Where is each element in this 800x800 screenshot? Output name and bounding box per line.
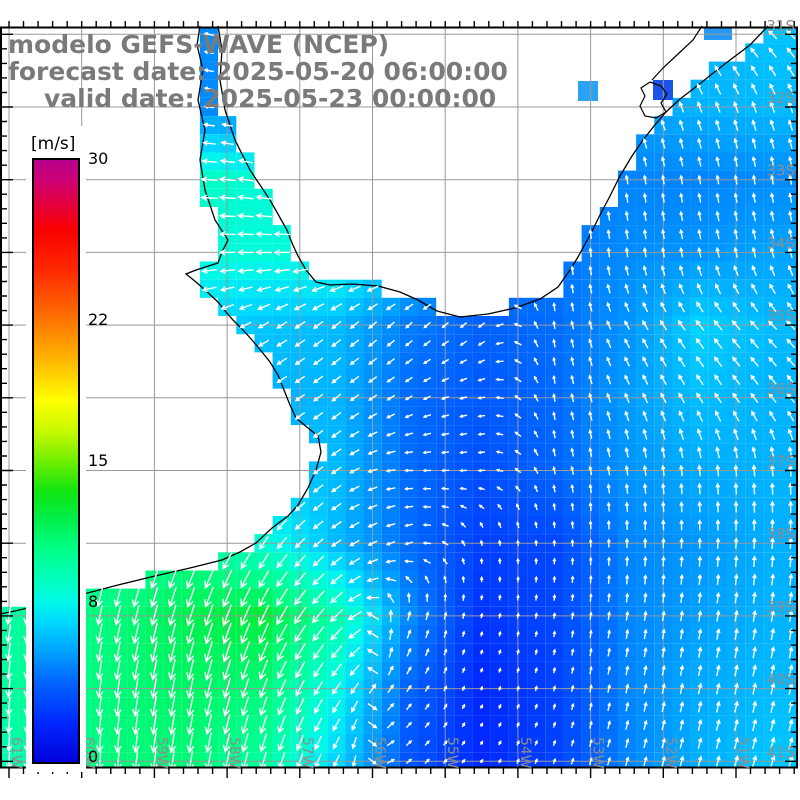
wind-cell [781, 625, 796, 644]
axis-ticks-path [1, 21, 797, 778]
lat-label: 32S [766, 89, 795, 107]
lat-label: 41S [766, 743, 795, 761]
title-block: modelo GEFS-WAVE (NCEP) forecast date: 2… [8, 30, 508, 113]
lon-label: 56W [372, 737, 388, 769]
lat-label: 40S [766, 671, 795, 689]
wind-cell [781, 188, 796, 207]
colorbar-tick-label: 15 [88, 451, 108, 470]
longitude-labels: 61W 60W 59W 58W 57W 56W 55W 54W 53W 52W 51W [8, 737, 751, 769]
lat-label: 39S [766, 598, 795, 616]
colorbar: [m/s] 30 22 15 8 0 [26, 126, 108, 772]
inland-water-cell [578, 81, 598, 101]
wind-cell [781, 588, 796, 607]
colorbar-tick-label: 22 [88, 310, 108, 329]
wind-cell [199, 28, 219, 44]
forecast-date: forecast date: 2025-05-20 06:00:00 [8, 57, 508, 86]
wind-cell [781, 570, 796, 589]
wind-cell [781, 279, 796, 298]
lat-label: 34S [766, 234, 795, 252]
lon-label: 58W [226, 737, 242, 769]
lon-label: 59W [153, 737, 169, 769]
wind-cell [781, 43, 796, 62]
wind-cell [781, 515, 796, 535]
latitude-labels: 31S 32S 33S 34S 35S 36S 37S 38S 39S 40S 41S [766, 17, 795, 761]
wind-cell [763, 28, 782, 44]
colorbar-tick-labels: 30 22 15 8 0 [88, 149, 108, 766]
wind-cell [381, 752, 400, 767]
lon-label: 61W [8, 737, 24, 769]
wind-cell [2, 734, 19, 753]
colorbar-tick-label: 0 [88, 747, 98, 766]
wind-cell [781, 297, 796, 316]
wind-cell [2, 643, 19, 662]
lagoon-outline [639, 81, 668, 119]
lon-label: 57W [299, 737, 315, 769]
model-title: modelo GEFS-WAVE (NCEP) [8, 30, 389, 59]
lat-label: 35S [766, 307, 795, 325]
inner-shoreline [651, 25, 703, 81]
wind-cell [781, 479, 796, 498]
wind-arrows [5, 29, 796, 767]
coastline-west [0, 25, 322, 615]
wind-cell [781, 61, 796, 80]
wind-cell [781, 152, 796, 171]
lon-label: 54W [517, 737, 533, 769]
colorbar-unit-label: [m/s] [31, 134, 75, 154]
lat-label: 36S [766, 380, 795, 398]
wind-cell [781, 552, 796, 571]
lon-label: 53W [590, 737, 606, 769]
inland-water-cell [704, 27, 732, 40]
wind-cell [781, 497, 796, 516]
wind-cell [781, 207, 796, 226]
wind-arrows-path [5, 29, 796, 767]
wind-cell [2, 697, 19, 716]
colorbar-tick-label: 30 [88, 149, 108, 168]
lat-label: 37S [766, 453, 795, 471]
wind-cell [2, 752, 19, 767]
coastline-east [217, 25, 769, 318]
valid-date: valid date: 2025-05-23 00:00:00 [44, 84, 496, 113]
lat-label: 33S [766, 162, 795, 180]
wind-cell [781, 28, 796, 44]
axis-ticks [1, 21, 797, 778]
wind-cell [2, 715, 19, 735]
lat-label: 38S [766, 525, 795, 543]
lon-label: 51W [735, 737, 751, 769]
colorbar-gradient [32, 158, 80, 764]
lon-label: 55W [444, 737, 460, 769]
lat-label: 31S [766, 17, 795, 35]
coastline [0, 25, 769, 615]
colorbar-tick-label: 8 [88, 592, 98, 611]
wind-cell [781, 406, 796, 426]
lon-label: 52W [662, 737, 678, 769]
wind-cell [781, 443, 796, 462]
